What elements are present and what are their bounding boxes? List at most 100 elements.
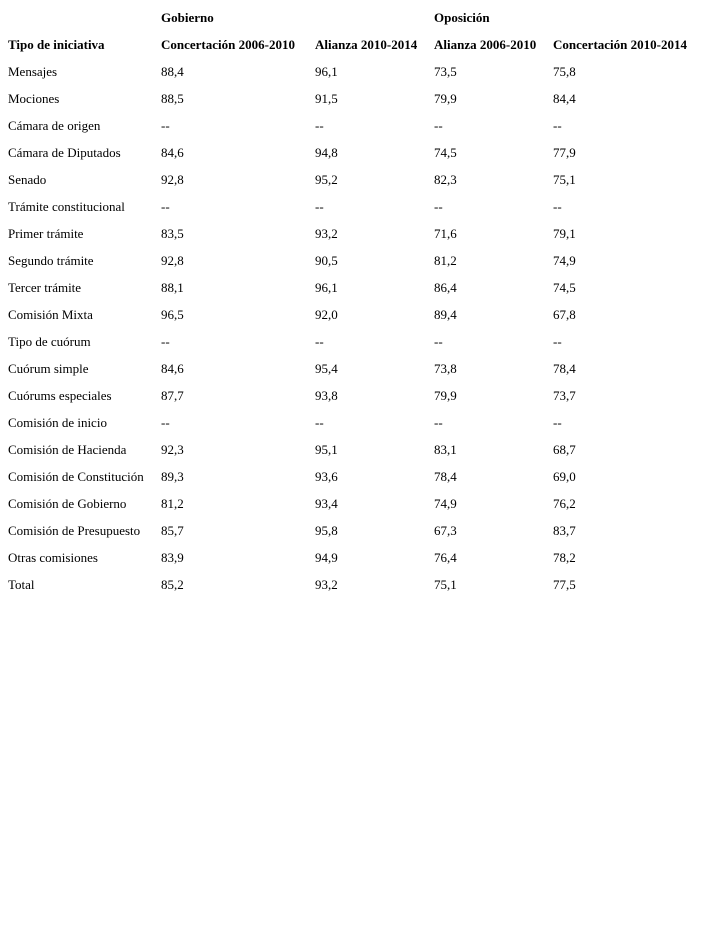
cell: 87,7 — [161, 387, 184, 403]
cell: 74,9 — [434, 495, 457, 511]
cell: 96,1 — [315, 279, 338, 295]
group-header-gobierno: Gobierno — [161, 9, 214, 25]
cell: -- — [161, 414, 170, 430]
cell: 88,5 — [161, 90, 184, 106]
cell: -- — [434, 333, 443, 349]
cell: 77,5 — [553, 576, 576, 592]
cell: -- — [553, 333, 562, 349]
cell: 82,3 — [434, 171, 457, 187]
cell: 75,1 — [434, 576, 457, 592]
cell: 79,9 — [434, 90, 457, 106]
cell: 89,3 — [161, 468, 184, 484]
cell: 92,8 — [161, 171, 184, 187]
table-row: Comisión de inicio -- -- -- -- — [8, 409, 702, 436]
cell: 93,6 — [315, 468, 338, 484]
cell: 88,4 — [161, 63, 184, 79]
column-header-concertacion-2006-2010: Concertación 2006-2010 — [161, 36, 295, 52]
cell: 77,9 — [553, 144, 576, 160]
cell: -- — [315, 414, 324, 430]
table-row: Total 85,2 93,2 75,1 77,5 — [8, 571, 702, 598]
row-label: Tercer trámite — [8, 279, 82, 295]
table-row: Comisión Mixta 96,5 92,0 89,4 67,8 — [8, 301, 702, 328]
cell: 93,8 — [315, 387, 338, 403]
column-header-row: Tipo de iniciativa Concertación 2006-201… — [8, 31, 702, 58]
cell: 88,1 — [161, 279, 184, 295]
row-label: Comisión de inicio — [8, 414, 107, 430]
cell: 69,0 — [553, 468, 576, 484]
table-row: Comisión de Constitución 89,3 93,6 78,4 … — [8, 463, 702, 490]
cell: 92,8 — [161, 252, 184, 268]
cell: 73,7 — [553, 387, 576, 403]
cell: -- — [315, 333, 324, 349]
row-label: Total — [8, 576, 35, 592]
row-label: Comisión de Gobierno — [8, 495, 127, 511]
cell: 94,8 — [315, 144, 338, 160]
cell: -- — [434, 414, 443, 430]
cell: 79,1 — [553, 225, 576, 241]
table-row: Mensajes 88,4 96,1 73,5 75,8 — [8, 58, 702, 85]
cell: -- — [553, 414, 562, 430]
row-label: Comisión de Hacienda — [8, 441, 127, 457]
group-header-oposicion: Oposición — [434, 9, 490, 25]
cell: 78,4 — [434, 468, 457, 484]
cell: 76,2 — [553, 495, 576, 511]
table-row: Comisión de Hacienda 92,3 95,1 83,1 68,7 — [8, 436, 702, 463]
table-row: Otras comisiones 83,9 94,9 76,4 78,2 — [8, 544, 702, 571]
cell: 91,5 — [315, 90, 338, 106]
cell: 84,6 — [161, 360, 184, 376]
cell: -- — [161, 198, 170, 214]
table-row: Cuórum simple 84,6 95,4 73,8 78,4 — [8, 355, 702, 382]
cell: -- — [434, 198, 443, 214]
cell: 81,2 — [161, 495, 184, 511]
cell: 73,8 — [434, 360, 457, 376]
row-label: Cámara de origen — [8, 117, 101, 133]
table-row: Cámara de origen -- -- -- -- — [8, 112, 702, 139]
cell: 83,5 — [161, 225, 184, 241]
cell: -- — [553, 117, 562, 133]
cell: 79,9 — [434, 387, 457, 403]
row-label: Comisión de Presupuesto — [8, 522, 141, 538]
cell: -- — [434, 117, 443, 133]
row-label: Mociones — [8, 90, 60, 106]
cell: 95,8 — [315, 522, 338, 538]
row-label: Comisión Mixta — [8, 306, 93, 322]
row-label: Segundo trámite — [8, 252, 94, 268]
cell: 90,5 — [315, 252, 338, 268]
column-header-tipo-de-iniciativa: Tipo de iniciativa — [8, 36, 105, 52]
cell: 78,4 — [553, 360, 576, 376]
cell: 74,9 — [553, 252, 576, 268]
row-label: Comisión de Constitución — [8, 468, 144, 484]
cell: 71,6 — [434, 225, 457, 241]
cell: 93,2 — [315, 225, 338, 241]
cell: 89,4 — [434, 306, 457, 322]
cell: 85,7 — [161, 522, 184, 538]
cell: 68,7 — [553, 441, 576, 457]
table-row: Trámite constitucional -- -- -- -- — [8, 193, 702, 220]
row-label: Cuórums especiales — [8, 387, 112, 403]
cell: 93,4 — [315, 495, 338, 511]
cell: -- — [315, 117, 324, 133]
cell: 86,4 — [434, 279, 457, 295]
cell: 67,3 — [434, 522, 457, 538]
corner-cell — [8, 4, 161, 31]
row-label: Otras comisiones — [8, 549, 98, 565]
cell: -- — [161, 333, 170, 349]
cell: 83,9 — [161, 549, 184, 565]
cell: 75,1 — [553, 171, 576, 187]
cell: 92,0 — [315, 306, 338, 322]
group-header-row: Gobierno Oposición — [8, 4, 702, 31]
cell: 83,1 — [434, 441, 457, 457]
table-row: Senado 92,8 95,2 82,3 75,1 — [8, 166, 702, 193]
cell: 83,7 — [553, 522, 576, 538]
table-row: Comisión de Gobierno 81,2 93,4 74,9 76,2 — [8, 490, 702, 517]
row-label: Senado — [8, 171, 47, 187]
cell: 84,6 — [161, 144, 184, 160]
results-table: Gobierno Oposición Tipo de iniciativa Co… — [8, 4, 702, 598]
cell: 74,5 — [553, 279, 576, 295]
column-header-concertacion-2010-2014: Concertación 2010-2014 — [553, 36, 687, 52]
cell: -- — [161, 117, 170, 133]
cell: 95,1 — [315, 441, 338, 457]
cell: 84,4 — [553, 90, 576, 106]
cell: 96,5 — [161, 306, 184, 322]
cell: 76,4 — [434, 549, 457, 565]
